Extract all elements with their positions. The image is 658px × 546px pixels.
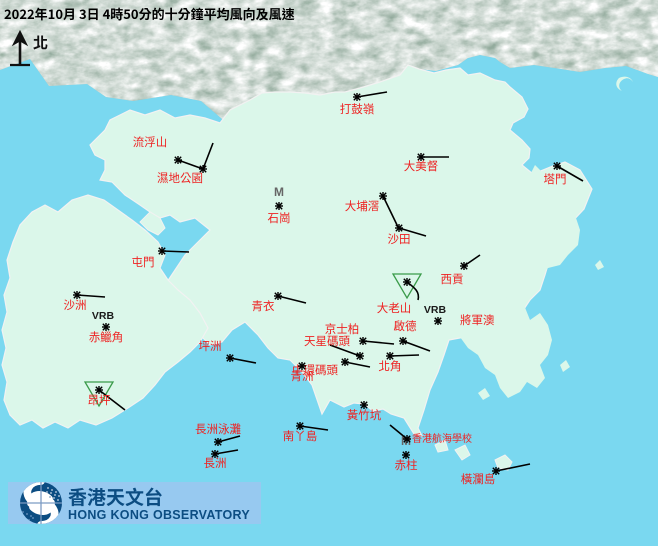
svg-text:VRB: VRB	[424, 304, 447, 316]
svg-text:打鼓嶺: 打鼓嶺	[340, 101, 375, 117]
svg-text:天星碼頭: 天星碼頭	[304, 333, 350, 349]
svg-text:香港航海學校: 香港航海學校	[412, 430, 472, 445]
svg-text:大美督: 大美督	[404, 158, 439, 174]
svg-text:石崗: 石崗	[268, 210, 291, 226]
svg-text:南丫島: 南丫島	[283, 428, 318, 444]
svg-text:沙田: 沙田	[388, 231, 411, 247]
svg-text:青洲: 青洲	[291, 368, 314, 384]
svg-text:香港天文台: 香港天文台	[68, 483, 163, 510]
svg-text:塔門: 塔門	[544, 171, 567, 187]
svg-text:屯門: 屯門	[132, 254, 155, 270]
svg-text:將軍澳: 將軍澳	[460, 312, 495, 328]
svg-text:VRB: VRB	[92, 310, 115, 322]
svg-text:M: M	[274, 185, 284, 199]
svg-text:北角: 北角	[379, 358, 402, 374]
svg-text:北: 北	[33, 32, 48, 53]
svg-text:赤柱: 赤柱	[395, 457, 418, 473]
svg-text:赤鱲角: 赤鱲角	[89, 329, 124, 345]
svg-text:HONG KONG OBSERVATORY: HONG KONG OBSERVATORY	[68, 508, 250, 522]
svg-text:大老山: 大老山	[377, 300, 412, 316]
svg-text:長洲: 長洲	[204, 455, 227, 471]
svg-text:沙洲: 沙洲	[64, 297, 87, 313]
svg-text:橫瀾島: 橫瀾島	[461, 471, 496, 487]
svg-text:青衣: 青衣	[252, 298, 275, 314]
svg-text:啟德: 啟德	[394, 318, 417, 334]
svg-text:西貢: 西貢	[441, 271, 464, 287]
svg-text:濕地公園: 濕地公園	[157, 170, 203, 186]
svg-text:長洲泳灘: 長洲泳灘	[195, 421, 241, 437]
svg-text:黃竹坑: 黃竹坑	[347, 407, 382, 423]
svg-text:大埔滘: 大埔滘	[345, 198, 380, 214]
svg-text:流浮山: 流浮山	[133, 134, 168, 150]
svg-text:昂坪: 昂坪	[88, 392, 111, 408]
svg-text:坪洲: 坪洲	[199, 338, 222, 354]
